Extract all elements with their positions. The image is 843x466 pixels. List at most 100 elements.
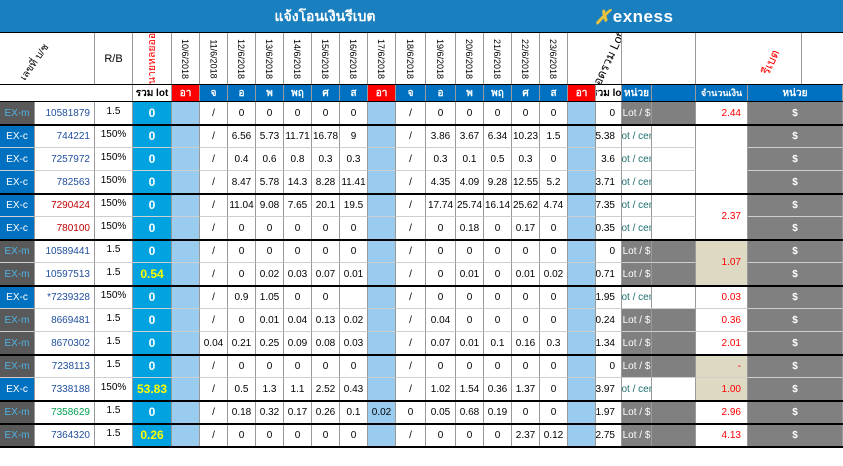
row-day-value: 25.62 <box>512 194 540 217</box>
row-day-value <box>368 263 396 286</box>
row-unit2: $ <box>748 148 843 171</box>
row-day-value: 0.5 <box>484 148 512 171</box>
row-day-value: 0 <box>312 240 340 263</box>
row-day-value <box>368 378 396 401</box>
row-day-value: 12.55 <box>512 171 540 194</box>
row-unit: Lot / cent <box>622 148 652 171</box>
row-unit-pad <box>652 378 696 401</box>
row-total-lot: 3.6 <box>596 148 622 171</box>
row-day-value: 0.3 <box>512 148 540 171</box>
row-day-value: 7.65 <box>284 194 312 217</box>
row-day-value: 0.26 <box>312 401 340 424</box>
row-day-value <box>368 424 396 447</box>
row-day-value: / <box>200 355 228 378</box>
row-unit2: $ <box>748 286 843 309</box>
header-withdraw-label: นายหลยออ <box>146 33 159 85</box>
row-type: EX-m <box>0 355 35 378</box>
row-day-value: 0 <box>284 217 312 240</box>
row-day-value: / <box>200 240 228 263</box>
header-date: 23/6/2018 <box>540 33 568 85</box>
row-day-value: 0.21 <box>228 332 256 355</box>
row-total-lot: 0.35 <box>596 217 622 240</box>
row-day-value: 0.07 <box>312 263 340 286</box>
row-day-value: 0 <box>540 240 568 263</box>
row-day-value: 0.02 <box>368 401 396 424</box>
row-day-value: 0.01 <box>340 263 368 286</box>
exness-logo: ✗ exness <box>594 6 673 29</box>
row-account: 7257972 <box>35 148 95 171</box>
row-unit: Lot / $ <box>622 102 652 125</box>
row-day-value <box>568 263 596 286</box>
header-date-label: 16/6/2018 <box>348 38 359 79</box>
row-day-value: 14.3 <box>284 171 312 194</box>
row-type: EX-m <box>0 102 35 125</box>
header-date: 12/6/2018 <box>228 33 256 85</box>
row-unit: Lot / $ <box>622 309 652 332</box>
row-rb: 150% <box>95 125 133 148</box>
row-day-value: 0 <box>256 240 284 263</box>
row-total-lot: 63.97 <box>596 378 622 401</box>
header-date: 19/6/2018 <box>426 33 456 85</box>
row-day-value: 16.78 <box>312 125 340 148</box>
row-day-value: 1.05 <box>256 286 284 309</box>
row-day-value: 0.01 <box>256 309 284 332</box>
row-amount: - <box>696 355 748 378</box>
row-day-value: 0 <box>426 217 456 240</box>
row-day-value: 0.1 <box>456 148 484 171</box>
row-day-value <box>368 286 396 309</box>
row-day-value <box>172 102 200 125</box>
row-day-value: 0.03 <box>284 263 312 286</box>
group-divider <box>0 446 843 448</box>
row-account: 7358629 <box>35 401 95 424</box>
row-day-value: 1.54 <box>456 378 484 401</box>
row-day-value: / <box>200 309 228 332</box>
row-unit2: $ <box>748 263 843 286</box>
row-sum-lot: 0 <box>133 355 172 378</box>
subheader-day: พ <box>456 85 484 102</box>
row-account: 8669481 <box>35 309 95 332</box>
row-day-value: 0 <box>228 102 256 125</box>
row-day-value: 0 <box>228 263 256 286</box>
row-rb: 150% <box>95 171 133 194</box>
row-sum-lot: 53.83 <box>133 378 172 401</box>
row-day-value: 0 <box>484 263 512 286</box>
row-day-value <box>568 286 596 309</box>
row-account: 780100 <box>35 217 95 240</box>
row-day-value <box>172 171 200 194</box>
row-day-value <box>368 194 396 217</box>
row-day-value <box>568 148 596 171</box>
row-day-value: 3.86 <box>426 125 456 148</box>
row-day-value <box>368 102 396 125</box>
row-day-value: 0 <box>256 355 284 378</box>
row-day-value <box>368 309 396 332</box>
row-day-value: 0.3 <box>426 148 456 171</box>
row-total-lot: 0.24 <box>596 309 622 332</box>
row-day-value: 0 <box>426 263 456 286</box>
header-date: 15/6/2018 <box>312 33 340 85</box>
row-day-value: 9.08 <box>256 194 284 217</box>
row-day-value <box>368 171 396 194</box>
row-day-value: 0.43 <box>340 378 368 401</box>
row-day-value <box>172 217 200 240</box>
row-day-value <box>368 125 396 148</box>
row-day-value: 0.01 <box>512 263 540 286</box>
row-unit-pad <box>652 332 696 355</box>
row-day-value: 0.17 <box>284 401 312 424</box>
row-total-lot: 0.71 <box>596 263 622 286</box>
row-rb: 1.5 <box>95 309 133 332</box>
row-day-value <box>368 240 396 263</box>
row-day-value <box>172 378 200 401</box>
row-day-value: 0 <box>256 217 284 240</box>
header-date: 18/6/2018 <box>396 33 426 85</box>
row-day-value: 0 <box>456 102 484 125</box>
row-day-value: 0 <box>512 355 540 378</box>
row-day-value <box>172 263 200 286</box>
subheader-day: อา <box>368 85 396 102</box>
row-unit2: $ <box>748 194 843 217</box>
row-day-value <box>172 148 200 171</box>
header-date: 14/6/2018 <box>284 33 312 85</box>
header-date: 13/6/2018 <box>256 33 284 85</box>
row-amount: 2.96 <box>696 401 748 424</box>
row-day-value: 0 <box>540 217 568 240</box>
row-day-value <box>568 240 596 263</box>
